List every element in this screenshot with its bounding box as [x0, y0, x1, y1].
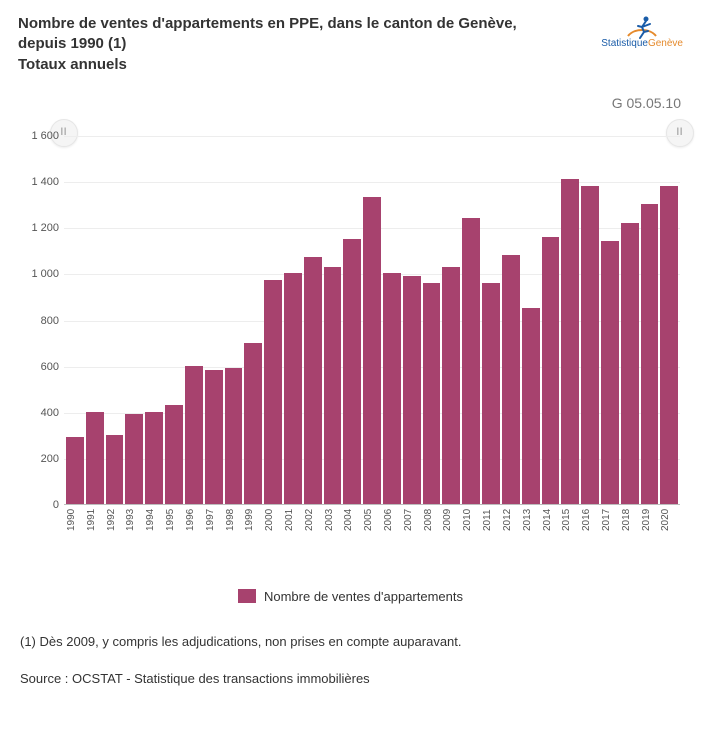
bar[interactable]	[542, 237, 560, 504]
bar[interactable]	[284, 273, 302, 503]
x-tick-label: 2009	[442, 509, 460, 569]
x-tick-label: 2012	[502, 509, 520, 569]
y-tick-label: 200	[19, 453, 59, 465]
bar[interactable]	[581, 186, 599, 504]
bar[interactable]	[383, 273, 401, 503]
x-tick-label: 2005	[363, 509, 381, 569]
bar[interactable]	[462, 218, 480, 504]
x-axis-labels: 1990199119921993199419951996199719981999…	[64, 509, 680, 569]
bar[interactable]	[244, 343, 262, 504]
y-tick-label: 400	[19, 407, 59, 419]
x-tick-label: 1998	[225, 509, 243, 569]
x-tick-label: 2000	[264, 509, 282, 569]
y-tick-label: 600	[19, 361, 59, 373]
bar[interactable]	[304, 257, 322, 503]
bar[interactable]	[641, 204, 659, 503]
x-tick-label: 2015	[561, 509, 579, 569]
logo-statistique-geneve: StatistiqueGenève	[601, 14, 683, 49]
source-text: Source : OCSTAT - Statistique des transa…	[20, 671, 683, 686]
bar[interactable]	[403, 276, 421, 504]
bar[interactable]	[86, 412, 104, 504]
legend-label: Nombre de ventes d'appartements	[264, 589, 463, 604]
bar[interactable]	[106, 435, 124, 504]
x-tick-label: 1995	[165, 509, 183, 569]
x-tick-label: 2014	[542, 509, 560, 569]
x-tick-label: 2004	[343, 509, 361, 569]
x-tick-label: 1997	[205, 509, 223, 569]
bar[interactable]	[423, 283, 441, 504]
bar-chart: ll ll 02004006008001 0001 2001 4001 600 …	[18, 117, 683, 577]
x-tick-label: 1991	[86, 509, 104, 569]
bar[interactable]	[561, 179, 579, 504]
bar[interactable]	[185, 366, 203, 504]
x-tick-label: 1994	[145, 509, 163, 569]
legend: Nombre de ventes d'appartements	[18, 589, 683, 604]
x-tick-label: 2007	[403, 509, 421, 569]
plot-area: ll ll	[64, 125, 680, 505]
x-tick-label: 2003	[324, 509, 342, 569]
x-tick-label: 2013	[522, 509, 540, 569]
x-tick-label: 2011	[482, 509, 500, 569]
bar[interactable]	[343, 239, 361, 504]
x-tick-label: 2010	[462, 509, 480, 569]
bar[interactable]	[363, 197, 381, 503]
x-tick-label: 2017	[601, 509, 619, 569]
x-tick-label: 1996	[185, 509, 203, 569]
x-tick-label: 2016	[581, 509, 599, 569]
y-tick-label: 1 400	[19, 176, 59, 188]
x-tick-label: 1999	[244, 509, 262, 569]
y-tick-label: 1 200	[19, 222, 59, 234]
bar[interactable]	[324, 267, 342, 504]
y-tick-label: 0	[19, 499, 59, 511]
runner-icon	[624, 14, 660, 40]
bar[interactable]	[522, 308, 540, 504]
bar[interactable]	[165, 405, 183, 504]
x-tick-label: 2001	[284, 509, 302, 569]
bar[interactable]	[205, 370, 223, 504]
legend-swatch	[238, 589, 256, 603]
bar[interactable]	[442, 267, 460, 504]
y-tick-label: 1 000	[19, 268, 59, 280]
x-tick-label: 2020	[660, 509, 678, 569]
chart-code: G 05.05.10	[18, 95, 681, 111]
x-tick-label: 1992	[106, 509, 124, 569]
bar[interactable]	[660, 186, 678, 504]
title-line-3: Totaux annuels	[18, 56, 127, 73]
title-line-2: depuis 1990 (1)	[18, 35, 126, 52]
bars-container	[64, 125, 680, 504]
bar[interactable]	[225, 368, 243, 504]
title-line-1: Nombre de ventes d'appartements en PPE, …	[18, 15, 517, 32]
x-tick-label: 2018	[621, 509, 639, 569]
logo-text: StatistiqueGenève	[601, 38, 683, 49]
header: Nombre de ventes d'appartements en PPE, …	[18, 14, 683, 75]
footnote: (1) Dès 2009, y compris les adjudication…	[20, 634, 683, 649]
y-tick-label: 800	[19, 315, 59, 327]
x-tick-label: 2019	[641, 509, 659, 569]
bar[interactable]	[601, 241, 619, 504]
bar[interactable]	[145, 412, 163, 504]
page-title: Nombre de ventes d'appartements en PPE, …	[18, 14, 517, 75]
x-tick-label: 1993	[125, 509, 143, 569]
x-tick-label: 2006	[383, 509, 401, 569]
y-tick-label: 1 600	[19, 130, 59, 142]
bar[interactable]	[125, 414, 143, 504]
bar[interactable]	[66, 437, 84, 504]
x-tick-label: 1990	[66, 509, 84, 569]
bar[interactable]	[264, 280, 282, 503]
bar[interactable]	[482, 283, 500, 504]
x-tick-label: 2002	[304, 509, 322, 569]
bar[interactable]	[502, 255, 520, 504]
bar[interactable]	[621, 223, 639, 504]
x-tick-label: 2008	[423, 509, 441, 569]
